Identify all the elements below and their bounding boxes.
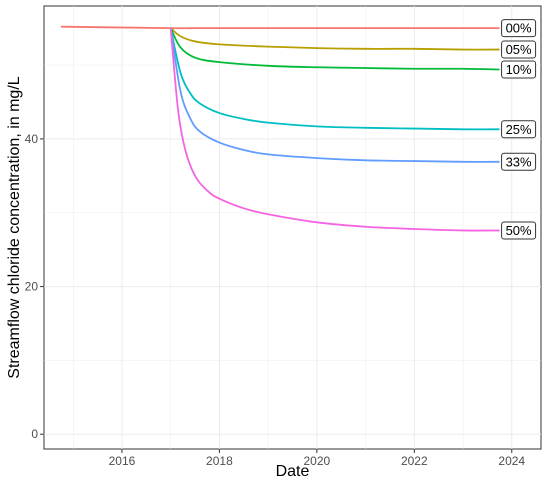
- series-label-box-2: [501, 60, 537, 79]
- series-label-box-0: [501, 19, 537, 38]
- series-label-box-5: [501, 221, 537, 240]
- series-label-0: 00%: [506, 21, 532, 36]
- y-tick-label: 0: [31, 427, 38, 441]
- series-line-0: [61, 25, 500, 30]
- x-tick-label: 2024: [498, 454, 525, 468]
- series-line-4: [169, 28, 500, 163]
- series-line-5: [169, 28, 500, 232]
- plot-panel: [43, 5, 542, 450]
- y-tick-label: 40: [25, 132, 39, 146]
- grid-minor: [44, 6, 541, 449]
- x-tick-label: 2016: [109, 454, 136, 468]
- y-axis-title: Streamflow chloride concentration, in mg…: [6, 76, 23, 378]
- series-label-2: 10%: [506, 62, 532, 77]
- series-line-1: [170, 27, 500, 51]
- series-label-3: 25%: [506, 122, 532, 137]
- x-tick-label: 2022: [401, 454, 428, 468]
- series-lines: [61, 25, 500, 232]
- series-label-box-3: [501, 120, 537, 139]
- y-axis: 0 20 40: [25, 132, 44, 441]
- series-label-4: 33%: [506, 154, 532, 169]
- x-tick-label: 2018: [206, 454, 233, 468]
- series-label-5: 50%: [506, 223, 532, 238]
- series-label-box-4: [501, 152, 537, 171]
- x-axis: 2016 2018 2020 2022 2024: [109, 449, 525, 468]
- series-line-2: [169, 27, 500, 71]
- x-tick-label: 2020: [304, 454, 331, 468]
- series-line-3: [169, 27, 500, 131]
- series-label-1: 05%: [506, 42, 532, 57]
- series-label-box-1: [501, 40, 537, 59]
- x-axis-title: Date: [276, 463, 310, 480]
- series-end-labels: 00% 05% 10% 25% 33% 50%: [501, 19, 537, 240]
- y-tick-label: 20: [25, 280, 39, 294]
